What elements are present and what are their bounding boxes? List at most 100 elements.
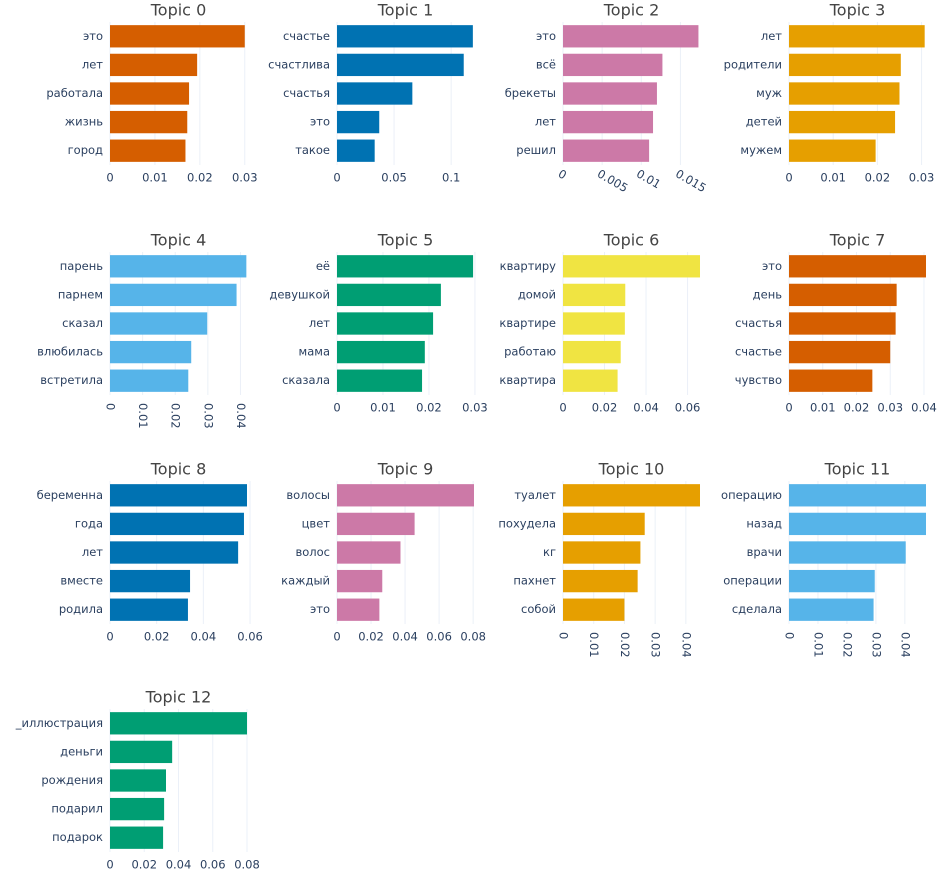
x-tick-label: 0.02 xyxy=(131,858,157,872)
bar xyxy=(110,541,239,564)
bar xyxy=(789,369,873,392)
category-label: мама xyxy=(299,345,330,359)
x-tick-label: 0.01 xyxy=(820,171,846,185)
chart-title: Topic 10 xyxy=(598,460,665,479)
x-tick-label: 0 xyxy=(333,401,340,415)
bar xyxy=(110,826,164,849)
category-label: счастья xyxy=(735,316,782,330)
x-tick-label: 0.02 xyxy=(618,632,632,658)
category-label: каждый xyxy=(281,574,330,588)
x-tick-label: 0.03 xyxy=(201,403,215,429)
bar xyxy=(789,255,926,278)
chart-title: Topic 6 xyxy=(603,231,660,250)
bar xyxy=(563,25,699,48)
category-label: сказал xyxy=(62,316,103,330)
bar xyxy=(110,139,186,162)
x-tick-label: 0.03 xyxy=(909,171,935,185)
x-tick-label: 0.02 xyxy=(840,632,854,658)
bar xyxy=(110,110,188,134)
x-tick-label: 0 xyxy=(106,858,113,872)
bar xyxy=(337,53,464,77)
bar xyxy=(110,797,165,821)
category-label: _иллюстрация xyxy=(15,716,103,730)
category-label: родила xyxy=(59,602,103,616)
bar xyxy=(789,512,926,536)
x-tick-label: 0.02 xyxy=(144,630,170,644)
category-label: её xyxy=(316,259,330,273)
x-tick-label: 0.04 xyxy=(633,401,659,415)
x-tick-label: 0.02 xyxy=(865,171,891,185)
bar xyxy=(337,255,474,278)
category-label: работаю xyxy=(504,345,556,359)
x-tick-label: 0 xyxy=(785,401,792,415)
category-label: это xyxy=(536,29,556,43)
chart-title: Topic 7 xyxy=(829,231,886,250)
category-label: домой xyxy=(518,287,556,301)
x-tick-label: 0.01 xyxy=(142,171,168,185)
x-tick-label: 0.04 xyxy=(898,632,912,658)
bar xyxy=(563,369,618,392)
bar xyxy=(563,312,625,335)
category-label: кг xyxy=(543,545,556,559)
category-label: врачи xyxy=(747,545,782,559)
bar xyxy=(110,512,244,536)
bar xyxy=(563,484,700,507)
x-tick-label: 0 xyxy=(104,403,118,410)
category-label: лет xyxy=(761,29,782,43)
category-label: счастлива xyxy=(268,57,330,71)
x-tick-label: 0 xyxy=(106,630,113,644)
bar xyxy=(337,512,415,536)
x-tick-label: 0.04 xyxy=(911,401,937,415)
category-label: муж xyxy=(756,86,782,100)
bar xyxy=(789,340,891,364)
x-tick-label: 0.03 xyxy=(232,171,258,185)
bar xyxy=(110,53,198,77)
bar xyxy=(563,53,663,77)
category-label: операцию xyxy=(721,488,782,502)
bar xyxy=(337,312,434,335)
category-label: мужем xyxy=(740,143,782,157)
x-tick-label: 0.01 xyxy=(810,401,836,415)
chart-title: Topic 5 xyxy=(377,231,434,250)
bar xyxy=(110,369,189,392)
x-tick-label: 0.03 xyxy=(462,401,488,415)
chart-title: Topic 4 xyxy=(150,231,207,250)
category-label: операции xyxy=(723,574,782,588)
category-label: волос xyxy=(295,545,330,559)
category-label: квартире xyxy=(499,316,556,330)
category-label: туалет xyxy=(514,488,556,502)
category-label: подарил xyxy=(51,802,103,816)
bar xyxy=(563,512,645,536)
category-label: назад xyxy=(746,516,782,530)
bar xyxy=(110,255,247,278)
bar xyxy=(563,110,654,134)
x-tick-label: 0.06 xyxy=(237,630,263,644)
bar xyxy=(563,283,626,307)
x-tick-label: 0 xyxy=(333,171,340,185)
x-tick-label: 0.04 xyxy=(234,403,248,429)
bar xyxy=(563,255,700,278)
category-label: счастье xyxy=(735,345,782,359)
chart-title: Topic 8 xyxy=(150,460,207,479)
x-tick-label: 0.02 xyxy=(592,401,618,415)
category-label: счастья xyxy=(283,86,330,100)
category-label: собой xyxy=(521,602,556,616)
x-tick-label: 0.04 xyxy=(679,632,693,658)
category-label: волосы xyxy=(286,488,330,502)
category-label: деньги xyxy=(60,744,103,758)
bar xyxy=(337,139,375,162)
x-tick-label: 0.1 xyxy=(442,171,460,185)
bar xyxy=(337,484,474,507)
x-tick-label: 0.01 xyxy=(634,167,663,192)
x-tick-label: 0.06 xyxy=(200,858,226,872)
category-label: это xyxy=(762,259,782,273)
x-tick-label: 0.01 xyxy=(370,401,396,415)
bar xyxy=(110,82,190,105)
x-tick-label: 0 xyxy=(557,632,571,639)
category-label: сделала xyxy=(732,602,782,616)
category-label: квартиру xyxy=(500,259,557,273)
chart-title: Topic 1 xyxy=(377,1,434,20)
x-tick-label: 0 xyxy=(556,167,569,183)
